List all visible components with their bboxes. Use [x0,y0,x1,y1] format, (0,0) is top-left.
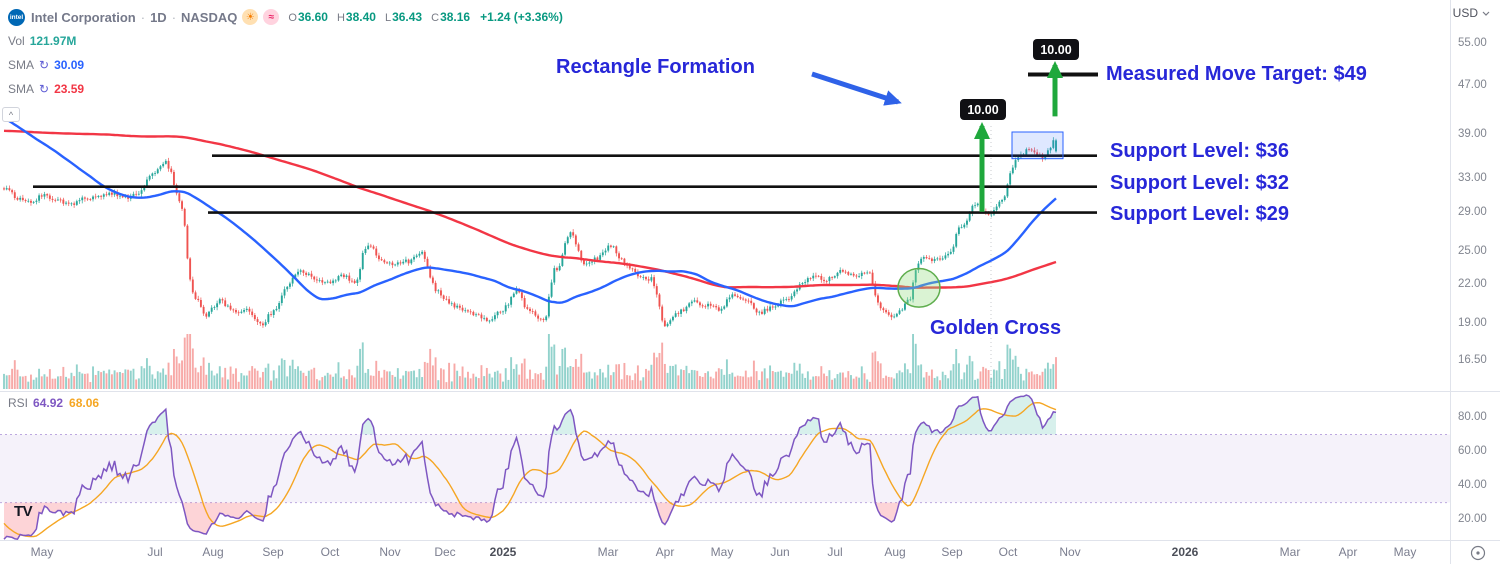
time-tick-label: 2025 [489,545,517,559]
price-axis[interactable]: 55.00 47.00 39.00 33.00 29.00 25.00 22.00 19.00… [1450,0,1500,540]
time-tick-label: Sep [941,545,963,559]
price-tick-label: 33.00 [1458,171,1487,184]
rsi-label: RSI [8,396,29,410]
price-tick-label: 19.00 [1458,316,1487,329]
time-tick-label: Apr [655,545,675,559]
sun-glyph: ☀ [245,11,255,23]
support-29-label[interactable]: Support Level: $29 [1110,203,1289,225]
time-tick-label: Aug [884,545,906,559]
rsi-band [0,434,1450,503]
time-tick-label: Sep [262,545,284,559]
time-tick-label: May [710,545,734,559]
sma-fast-value: 30.09 [54,58,85,72]
time-tick-label: Oct [320,545,340,559]
intel-logo: intel [8,8,25,26]
rsi-tick-label: 20.00 [1458,512,1487,525]
rsi-tick-label: 80.00 [1458,410,1487,423]
tradingview-logo[interactable]: TV [14,503,33,520]
support-32-label[interactable]: Support Level: $32 [1110,172,1289,194]
rsi-ma-line [3,401,1057,538]
golden-cross-label[interactable]: Golden Cross [930,317,1062,339]
price-tick-label: 25.00 [1458,244,1487,257]
symbol-title[interactable]: Intel Corporation [31,9,136,25]
price-tick-label: 55.00 [1458,37,1487,50]
separator-dot: · [140,9,146,25]
sma-slow-value: 23.59 [54,82,85,96]
time-tick-label: Jul [147,545,163,559]
measured-move-badge-2[interactable]: 10.00 [1033,39,1079,60]
rsi-line [3,394,1057,541]
rsi-value: 64.92 [33,396,64,410]
time-tick-label: May [1393,545,1417,559]
time-tick-label: Mar [1279,545,1301,559]
time-tick-label: Oct [998,545,1018,559]
exchange[interactable]: NASDAQ [181,9,238,25]
axis-settings-icon[interactable] [1468,543,1488,564]
price-tick-label: 47.00 [1458,78,1487,91]
volume-bars [3,334,1057,389]
legend: intel Intel Corporation · 1D · NASDAQ ☀ … [8,6,563,102]
rectangle-formation-arrow [811,71,902,106]
rsi-tick-label: 60.00 [1458,444,1487,457]
chevron-down-icon [1482,11,1490,16]
time-tick-label: Apr [1338,545,1358,559]
support-36-label[interactable]: Support Level: $36 [1110,140,1289,162]
price-tick-label: 29.00 [1458,205,1487,218]
time-tick-label: Aug [202,545,224,559]
candles [3,137,1057,328]
symbol-legend-row: intel Intel Corporation · 1D · NASDAQ ☀ … [8,6,563,28]
currency-label: USD [1452,6,1478,20]
time-tick-label: May [30,545,54,559]
wave-glyph: ≈ [268,11,275,23]
time-tick-label: 2026 [1171,545,1199,559]
time-tick-label: Jul [827,545,843,559]
time-tick-label: Jun [770,545,790,559]
time-axis[interactable]: May Jul Aug Sep Oct Nov Dec 2025 Mar Apr May Jun Jul… [0,541,1500,564]
rectangle-formation-box [1011,131,1064,160]
sma-fast-legend-row[interactable]: SMA ↻ 30.09 [8,54,563,76]
volume-label: Vol [8,34,25,48]
volume-value: 121.97M [29,34,77,48]
rectangle-formation-label[interactable]: Rectangle Formation [556,56,755,78]
measured-move-target-label[interactable]: Measured Move Target: $49 [1106,63,1367,85]
sun-emoji-icon[interactable]: ☀ [242,9,259,25]
price-tick-label: 16.50 [1458,354,1487,367]
sma-label: SMA [8,58,35,72]
close-value: C38.16 [431,10,471,24]
loop-icon[interactable]: ↻ [39,82,50,96]
measured-move-badge-1[interactable]: 10.00 [960,99,1006,120]
volume-legend-row[interactable]: Vol 121.97M [8,30,563,52]
low-value: L36.43 [384,10,423,24]
time-tick-label: Dec [434,545,456,559]
change-value: +1.24 (+3.36%) [480,10,563,24]
price-tick-label: 39.00 [1458,127,1487,140]
high-value: H38.40 [336,10,376,24]
rsi-ma-value: 68.06 [69,396,100,410]
rsi-legend-row[interactable]: RSI 64.92 68.06 [8,396,99,410]
timeframe[interactable]: 1D [150,9,167,25]
price-tick-label: 22.00 [1458,278,1487,291]
wave-emoji-icon[interactable]: ≈ [263,9,280,25]
rsi-tick-label: 40.00 [1458,478,1487,491]
time-tick-label: Nov [379,545,401,559]
separator-dot: · [171,9,177,25]
sma-label: SMA [8,82,35,96]
intel-logo-text: intel [9,13,24,21]
sma-fast-line [3,116,1057,308]
pane-collapse-button[interactable]: ^ [2,107,20,122]
sma-slow-legend-row[interactable]: SMA ↻ 23.59 [8,78,563,100]
time-tick-label: Nov [1059,545,1081,559]
currency-selector[interactable]: USD [1453,6,1490,20]
open-value: O36.60 [288,10,328,24]
golden-cross-circle [897,267,941,308]
loop-icon[interactable]: ↻ [39,58,50,72]
sma-slow-line [3,129,1057,289]
time-tick-label: Mar [597,545,619,559]
